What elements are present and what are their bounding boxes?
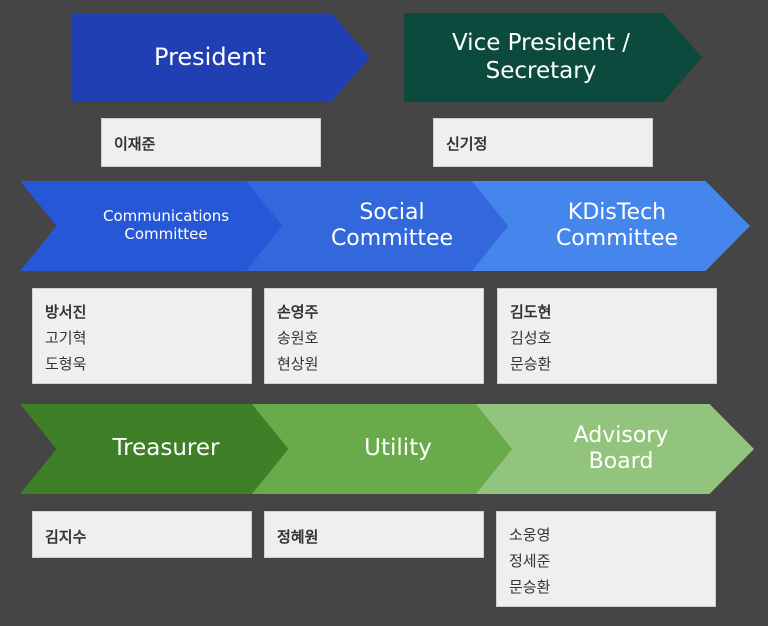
utility-arrow: Utility [252, 404, 532, 494]
kdistech-member-1: 김도현 [510, 303, 552, 321]
president-member: 이재준 [114, 135, 156, 153]
president-arrow: President [72, 13, 370, 102]
advisory-members-box: 소웅영 정세준 문승환 [496, 511, 716, 607]
social-members-box: 손영주 송원호 현상원 [264, 288, 484, 384]
kdistech-members-box: 김도현 김성호 문승환 [497, 288, 717, 384]
kdistech-arrow: KDisTech Committee [472, 181, 750, 271]
utility-title: Utility [364, 435, 432, 462]
advisory-arrow: Advisory Board [476, 404, 754, 494]
treasurer-member: 김지수 [45, 528, 87, 546]
social-title: Social Committee [330, 200, 454, 251]
communications-title: Communications Committee [102, 207, 230, 243]
advisory-member-1: 소웅영 [509, 526, 551, 544]
president-title: President [154, 43, 266, 72]
advisory-title: Advisory Board [573, 423, 669, 474]
vice-president-title: Vice President / Secretary [451, 30, 631, 84]
social-member-2: 송원호 [277, 329, 319, 347]
communications-member-3: 도형욱 [45, 355, 87, 373]
treasurer-title: Treasurer [112, 435, 220, 462]
kdistech-title: KDisTech Committee [555, 200, 679, 251]
communications-members-box: 방서진 고기혁 도형욱 [32, 288, 252, 384]
social-member-3: 현상원 [277, 355, 319, 373]
utility-member: 정혜원 [277, 528, 319, 546]
communications-arrow: Communications Committee [20, 181, 300, 271]
kdistech-member-3: 문승환 [510, 355, 552, 373]
vice-president-member: 신기정 [446, 135, 488, 153]
kdistech-member-2: 김성호 [510, 329, 552, 347]
treasurer-members-box: 김지수 [32, 511, 252, 558]
communications-member-2: 고기혁 [45, 329, 87, 347]
utility-members-box: 정혜원 [264, 511, 484, 558]
social-member-1: 손영주 [277, 303, 319, 321]
advisory-member-2: 정세준 [509, 552, 551, 570]
communications-member-1: 방서진 [45, 303, 87, 321]
social-arrow: Social Committee [246, 181, 526, 271]
vice-president-members-box: 신기정 [433, 118, 653, 167]
vice-president-arrow: Vice President / Secretary [404, 13, 702, 102]
president-members-box: 이재준 [101, 118, 321, 167]
advisory-member-3: 문승환 [509, 578, 551, 596]
treasurer-arrow: Treasurer [20, 404, 300, 494]
